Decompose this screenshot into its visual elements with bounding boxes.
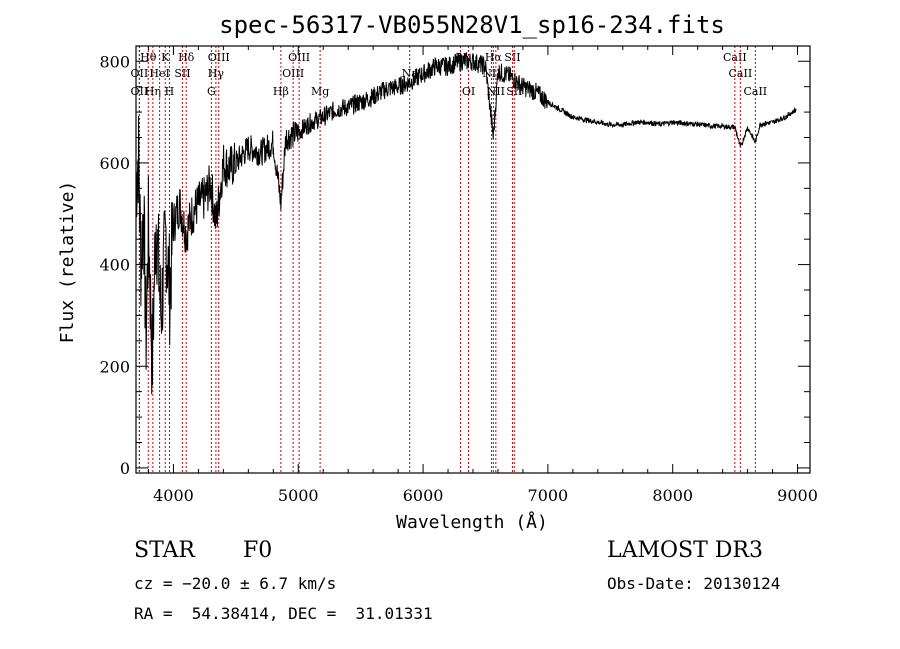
line-label: CaII <box>723 51 747 64</box>
line-label: Hη <box>145 85 161 98</box>
spectrum-series <box>135 52 797 395</box>
line-label: CaII <box>743 85 767 98</box>
line-label: HeI <box>149 67 169 80</box>
x-tick-label: 6000 <box>403 486 444 505</box>
line-label: CaII <box>729 67 753 80</box>
line-label: G <box>207 85 216 98</box>
spectrum-line <box>135 52 797 395</box>
x-tick-label: 4000 <box>153 486 194 505</box>
y-axis-label: Flux (relative) <box>57 181 78 344</box>
survey-name: LAMOST DR3 <box>607 538 763 563</box>
line-label: OI <box>462 85 475 98</box>
observation-date: Obs-Date: 20130124 <box>607 574 781 593</box>
y-tick-label: 800 <box>99 52 130 71</box>
line-label: NII <box>487 85 505 98</box>
object-class: STAR <box>134 538 195 563</box>
plot-frame <box>135 45 811 474</box>
line-label: Hβ <box>273 85 289 98</box>
object-subclass: F0 <box>243 538 273 563</box>
chart-title: spec-56317-VB055N28V1_sp16-234.fits <box>219 11 725 39</box>
line-label: OIII <box>208 51 230 64</box>
line-label: Hδ <box>178 51 195 64</box>
ra-dec-coordinates: RA = 54.38414, DEC = 31.01331 <box>134 604 433 623</box>
axis-ticks: 4000 5000 6000 7000 8000 9000 0 200 400 600 800 <box>99 46 818 505</box>
line-label: OII <box>131 67 149 80</box>
line-label: Hγ <box>208 67 225 80</box>
line-label: K <box>161 51 170 64</box>
x-tick-label: 9000 <box>777 486 818 505</box>
line-label: Hθ <box>140 51 157 64</box>
line-label: OIII <box>282 67 304 80</box>
line-label: OII <box>131 85 149 98</box>
x-tick-label: 8000 <box>652 486 693 505</box>
y-tick-label: 0 <box>120 459 130 478</box>
line-label: SII <box>174 67 190 80</box>
y-tick-label: 200 <box>99 357 130 376</box>
x-axis-label: Wavelength (Å) <box>396 511 548 533</box>
redshift-cz: cz = −20.0 ± 6.7 km/s <box>134 574 337 593</box>
x-tick-label: 5000 <box>278 486 319 505</box>
x-tick-label: 7000 <box>528 486 569 505</box>
line-label: OIII <box>288 51 310 64</box>
y-tick-label: 400 <box>99 256 130 275</box>
y-tick-label: 600 <box>99 154 130 173</box>
line-label: H <box>165 85 175 98</box>
line-label: Hα <box>485 51 503 64</box>
line-label: SII <box>504 51 520 64</box>
line-label: Mg <box>311 85 329 98</box>
